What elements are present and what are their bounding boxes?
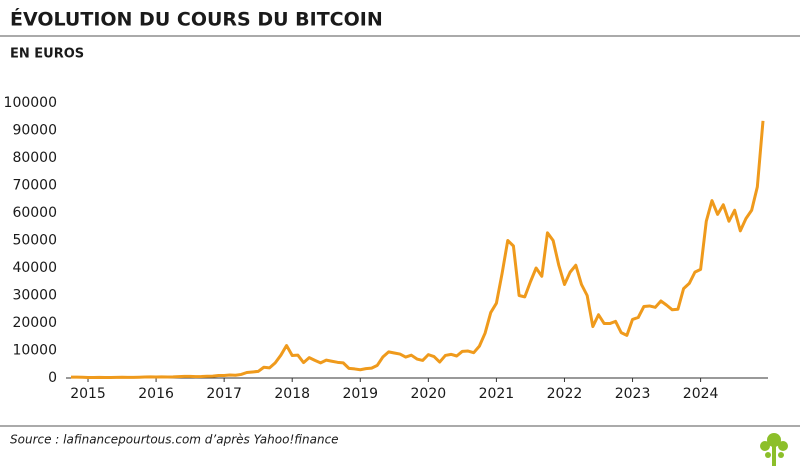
x-tick-label: 2020 [411,386,447,402]
x-tick-label: 2022 [547,386,583,402]
chart-subtitle: EN EUROS [10,47,84,62]
x-tick-label: 2023 [615,386,651,402]
y-tick-label: 80000 [12,150,57,166]
y-tick-label: 20000 [12,315,57,331]
x-tick-label: 2018 [274,386,310,402]
y-tick-label: 70000 [12,178,57,194]
chart-title: ÉVOLUTION DU COURS DU BITCOIN [10,8,383,31]
y-tick-label: 40000 [12,260,57,276]
y-tick-label: 100000 [4,95,57,111]
logo [760,433,788,466]
y-tick-label: 0 [48,370,57,386]
y-tick-label: 90000 [12,123,57,139]
y-tick-label: 10000 [12,343,57,359]
price-line [71,120,765,379]
x-tick-label: 2017 [206,386,242,402]
y-tick-label: 30000 [12,288,57,304]
x-tick-label: 2015 [70,386,106,402]
x-tick-label: 2016 [138,386,174,402]
x-tick-label: 2019 [342,386,378,402]
y-tick-label: 50000 [12,233,57,249]
x-tick-label: 2021 [479,386,515,402]
y-tick-label: 60000 [12,205,57,221]
x-tick-label: 2024 [683,386,719,402]
source: Source : lafinancepourtous.com d’après Y… [10,433,339,447]
